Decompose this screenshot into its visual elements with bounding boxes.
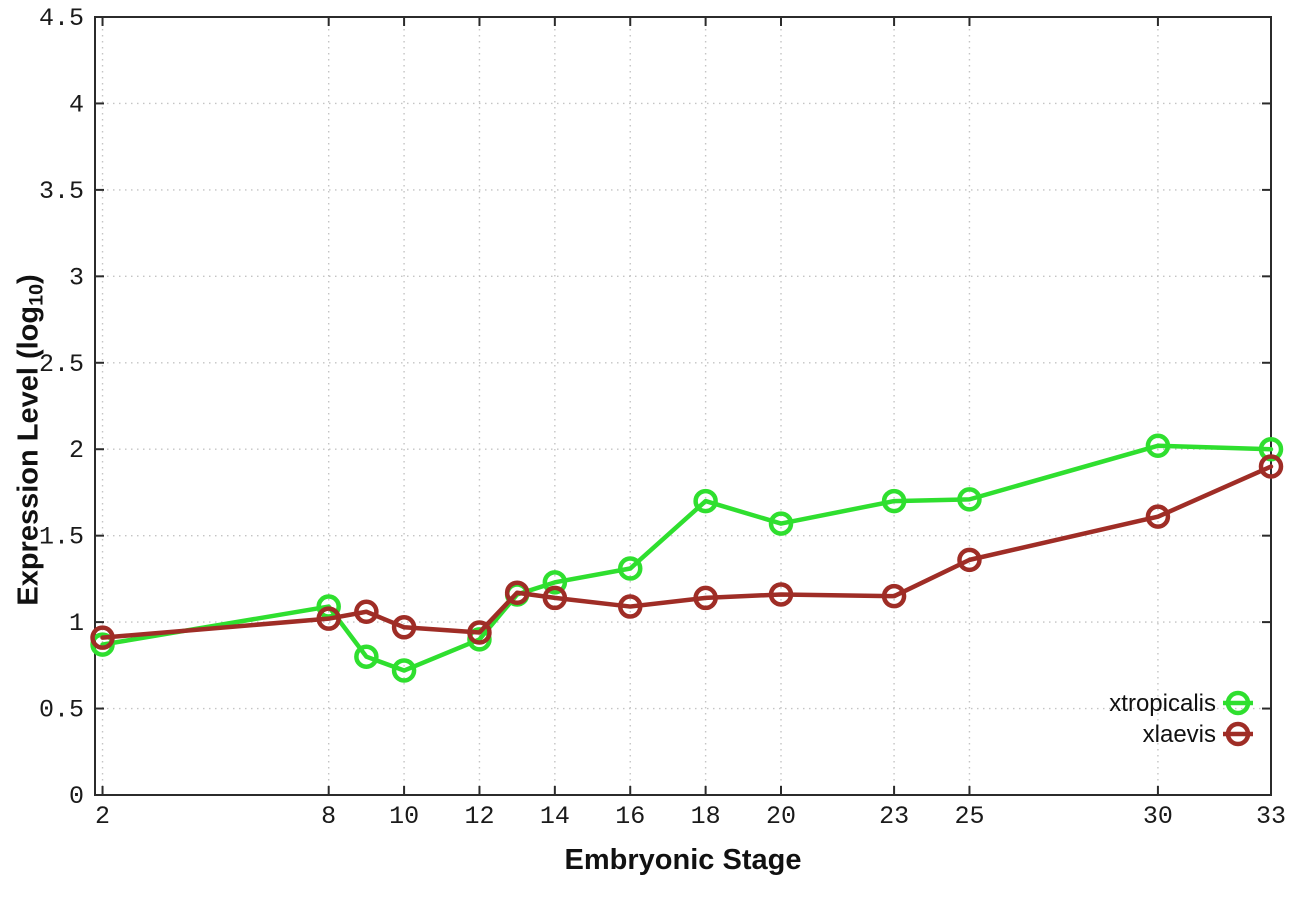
series-xtropicalis-marker (693, 488, 718, 514)
x-axis-label: Embryonic Stage (564, 844, 802, 876)
y-axis-label-suffix: ) (13, 274, 46, 284)
legend-marker-xtropicalis (1225, 690, 1251, 716)
x-tick-label: 23 (879, 802, 909, 831)
y-tick-label: 1.5 (39, 523, 84, 552)
x-tick-label: 10 (389, 802, 419, 831)
series-xlaevis-marker (1145, 504, 1171, 529)
legend-label-xlaevis: xlaevis (1143, 721, 1216, 748)
series-xlaevis-marker (768, 582, 794, 607)
series-xtropicalis-marker (391, 658, 417, 683)
series-xlaevis-marker (617, 594, 643, 619)
y-tick-label: 0 (69, 782, 84, 811)
y-tick-label: 4.5 (39, 4, 84, 33)
x-tick-label: 12 (464, 802, 494, 831)
y-tick-label: 2 (69, 436, 84, 465)
legend-label-xtropicalis: xtropicalis (1109, 690, 1216, 717)
y-axis-label-subscript: 10 (25, 283, 48, 306)
y-axis-label-text: Expression Level (log (13, 305, 46, 606)
series-xtropicalis-marker (617, 556, 643, 581)
x-tick-label: 2 (95, 802, 110, 831)
series-xtropicalis-marker (354, 644, 379, 669)
x-tick-label: 8 (321, 802, 336, 831)
x-tick-label: 14 (540, 802, 570, 831)
plot-border (94, 16, 1272, 796)
series-xtropicalis-line (100, 443, 1274, 673)
x-tick-label: 18 (691, 802, 721, 831)
series-xtropicalis-marker (1258, 436, 1284, 462)
series-xlaevis-marker (693, 585, 718, 611)
y-tick-label: 3 (69, 263, 84, 292)
series-xlaevis-marker (504, 580, 530, 605)
x-tick-label: 30 (1143, 802, 1173, 831)
series-xtropicalis-marker (881, 488, 907, 514)
series-xlaevis-marker (957, 547, 982, 573)
y-tick-label: 1 (69, 609, 84, 638)
y-axis-label: Expression Level (log10) (13, 274, 49, 605)
x-tick-label: 20 (766, 802, 796, 831)
legend-marker-xlaevis (1225, 721, 1251, 747)
y-tick-label: 4 (69, 90, 84, 119)
series-xlaevis-line (100, 464, 1274, 640)
series-xlaevis-marker (90, 625, 115, 650)
series-xlaevis-marker (391, 615, 417, 640)
y-tick-label: 2.5 (39, 350, 84, 379)
series-xtropicalis-marker (768, 511, 794, 536)
series-xtropicalis-marker (957, 487, 982, 512)
series-xlaevis-marker (467, 620, 492, 645)
series-xtropicalis-marker (1145, 433, 1171, 459)
y-axis-label-wrap: Expression Level (log10) (0, 60, 62, 820)
series-xlaevis-marker (1258, 454, 1284, 479)
series-xlaevis-marker (354, 599, 379, 624)
x-tick-label: 25 (954, 802, 984, 831)
y-tick-label: 3.5 (39, 177, 84, 206)
series-xlaevis-marker (881, 583, 907, 609)
x-tick-label: 16 (615, 802, 645, 831)
x-tick-label: 33 (1256, 802, 1286, 831)
series-xlaevis-marker (316, 606, 341, 631)
series-xtropicalis-marker (542, 570, 568, 595)
series-xlaevis-marker (542, 585, 568, 611)
y-tick-label: 0.5 (39, 696, 84, 725)
